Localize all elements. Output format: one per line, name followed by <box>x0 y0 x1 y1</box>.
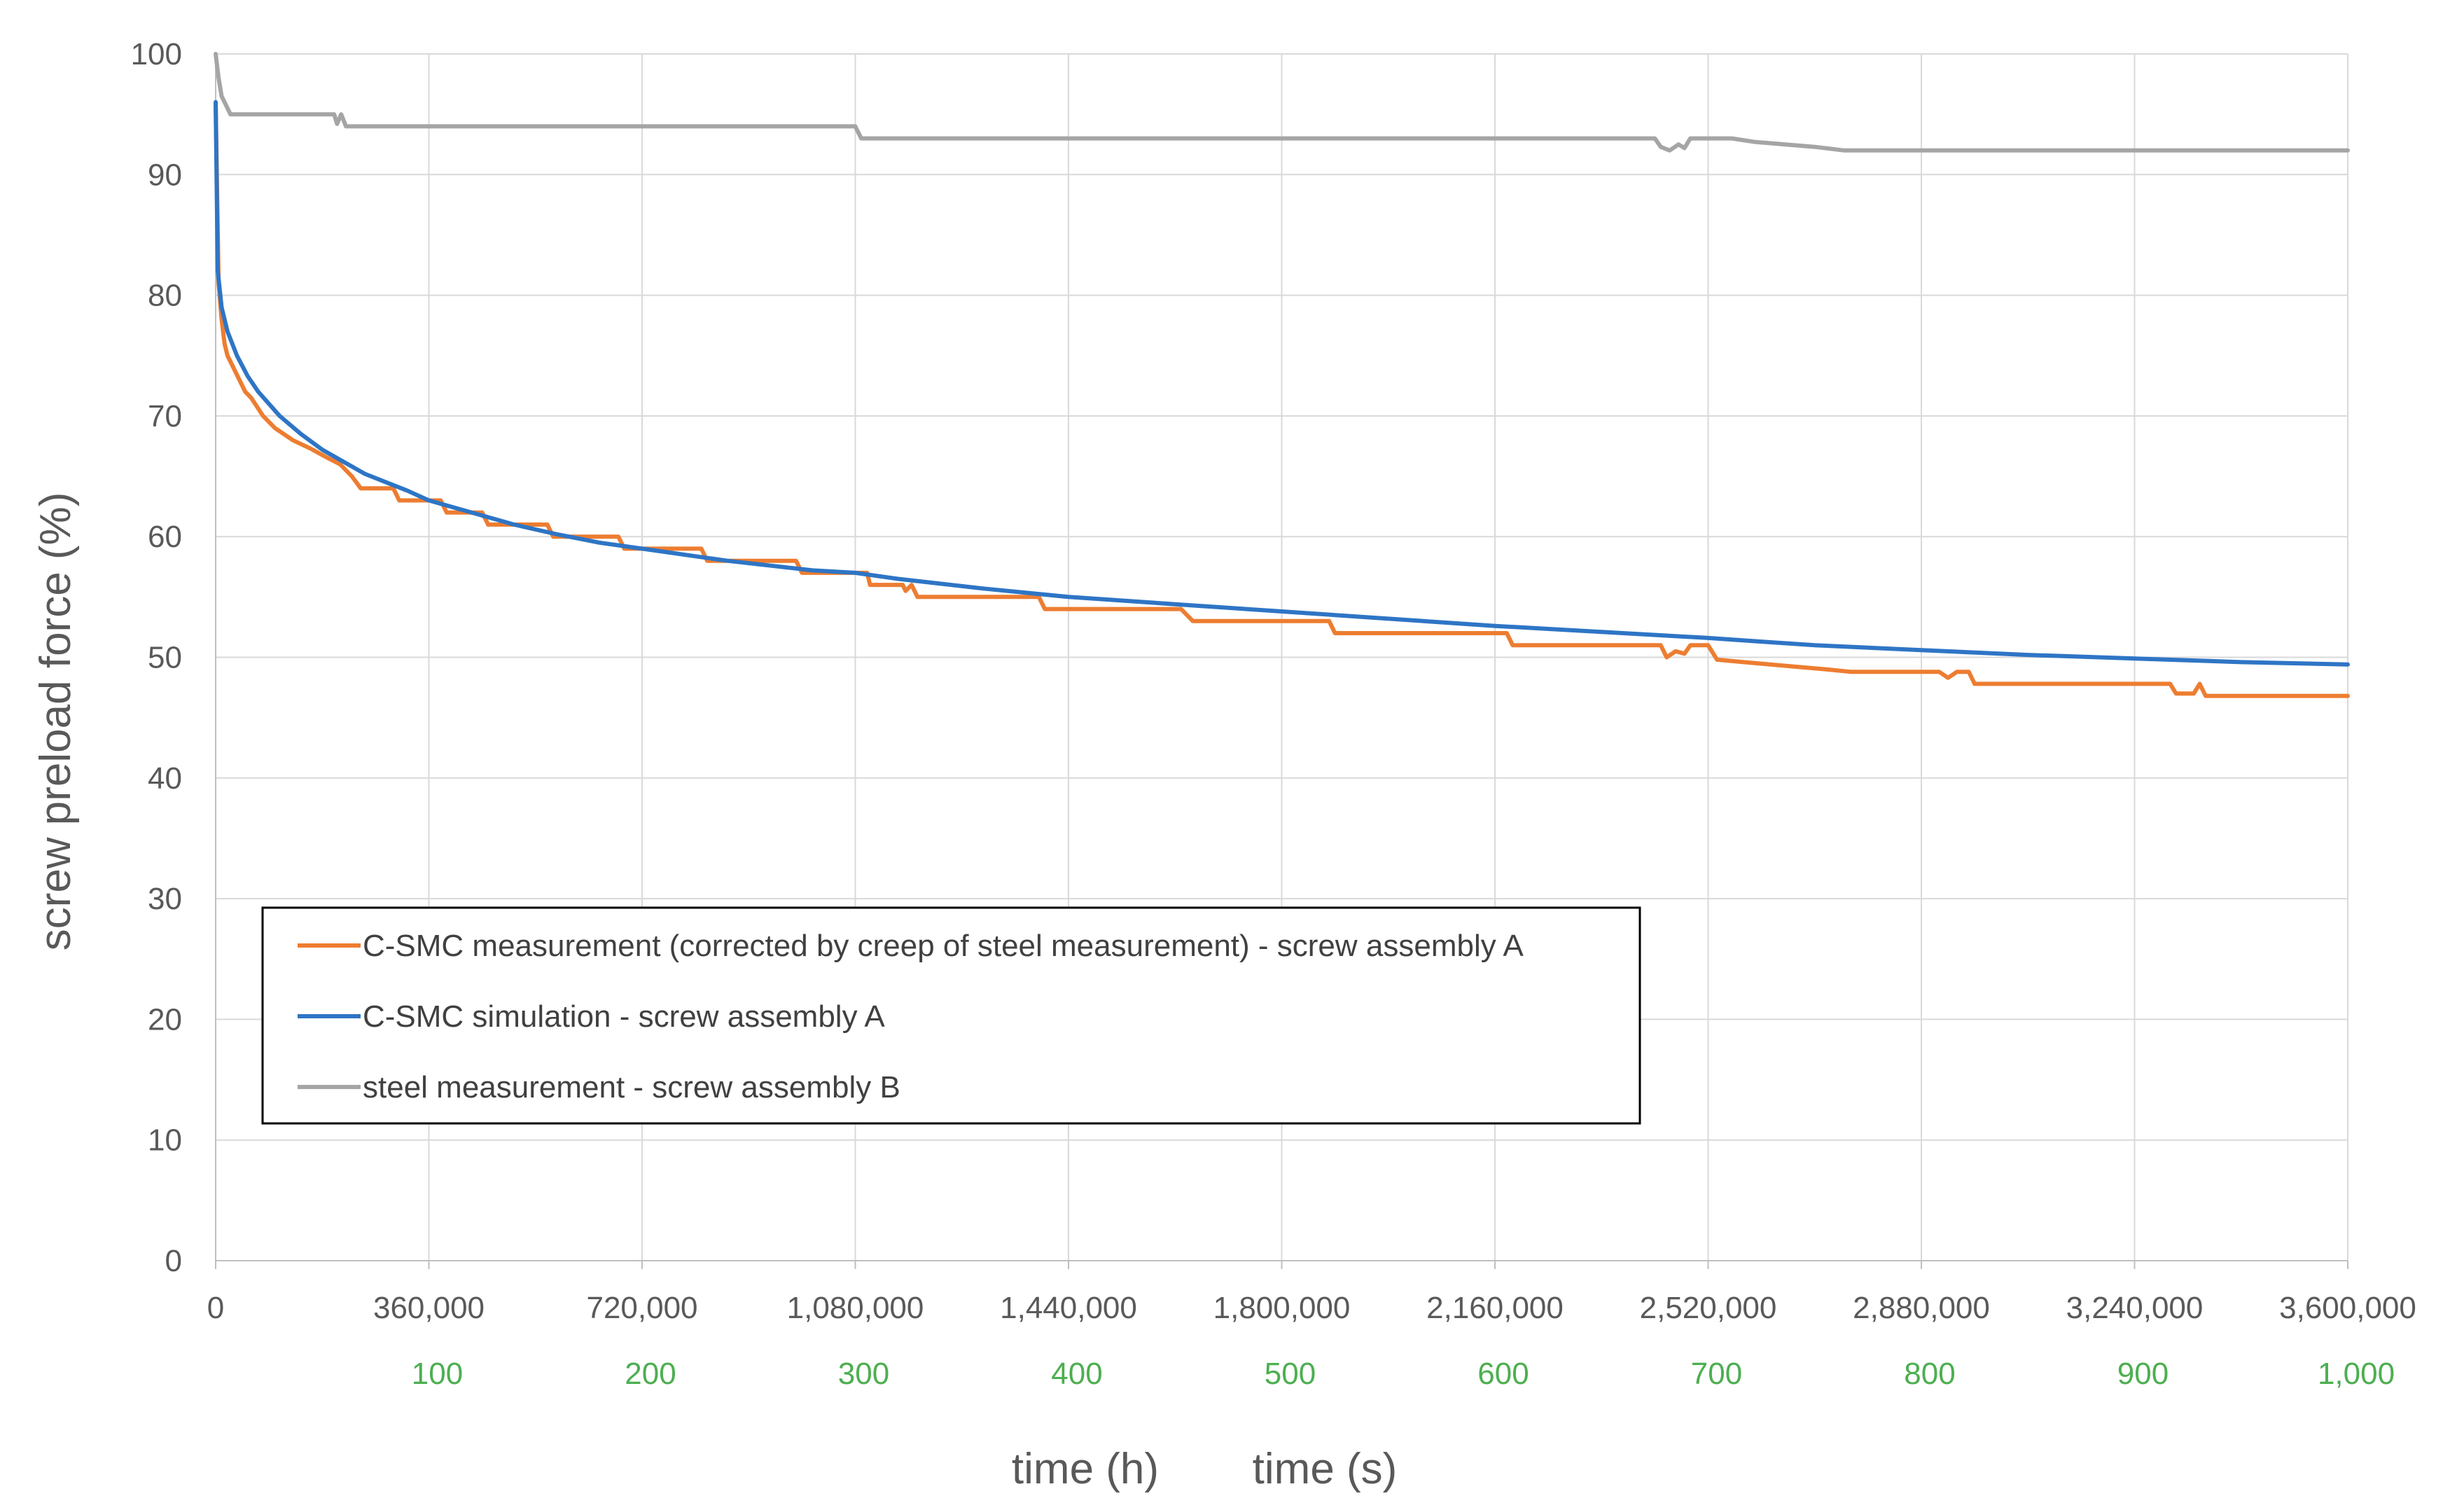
series-steel-measurement <box>214 52 2350 153</box>
x-tick-label-seconds: 2,160,000 <box>1426 1291 1564 1325</box>
y-tick-label: 0 <box>165 1244 182 1278</box>
y-tick-label: 90 <box>148 158 182 192</box>
x-tick-label-seconds: 3,600,000 <box>2279 1291 2416 1325</box>
y-tick-label: 30 <box>148 882 182 916</box>
y-tick-label: 20 <box>148 1002 182 1037</box>
y-tick-label: 50 <box>148 641 182 675</box>
x-tick-label-hours: 300 <box>838 1357 889 1391</box>
y-tick-label: 70 <box>148 399 182 434</box>
y-tick-label: 60 <box>148 520 182 554</box>
y-tick-label: 100 <box>131 37 182 71</box>
x-tick-label-seconds: 1,080,000 <box>787 1291 924 1325</box>
x-tick-label-seconds: 1,440,000 <box>1000 1291 1137 1325</box>
x-tick-label-hours: 900 <box>2117 1357 2169 1391</box>
x-tick-label-hours: 500 <box>1265 1357 1316 1391</box>
y-tick-label: 40 <box>148 761 182 796</box>
y-tick-label: 80 <box>148 279 182 313</box>
y-axis-title: screw preload force (%) <box>32 492 80 951</box>
y-tick-label: 10 <box>148 1123 182 1158</box>
series-csmc-simulation <box>214 99 2350 667</box>
legend: C-SMC measurement (corrected by creep of… <box>261 906 1641 1125</box>
x-tick-label-hours: 100 <box>412 1357 463 1391</box>
legend-label-steel-measurement: steel measurement - screw assembly B <box>363 1070 900 1104</box>
x-tick-label-hours: 400 <box>1051 1357 1102 1391</box>
x-tick-label-seconds: 1,800,000 <box>1213 1291 1351 1325</box>
x-axis-title-seconds: time (s) <box>1253 1445 1398 1493</box>
x-axis-title-hours: time (h) <box>1012 1445 1159 1493</box>
x-tick-label-seconds: 0 <box>207 1291 224 1325</box>
x-tick-label-seconds: 360,000 <box>373 1291 485 1325</box>
legend-box <box>261 906 1641 1125</box>
series-layer <box>214 52 2350 698</box>
tick-labels: 0 10 20 30 40 50 60 70 80 90 100 0 360,000 720,000 1,0… <box>131 37 2416 1391</box>
series-csmc-measurement <box>214 99 2350 698</box>
x-tick-label-hours: 700 <box>1691 1357 1742 1391</box>
x-tick-label-seconds: 2,520,000 <box>1640 1291 1777 1325</box>
legend-label-csmc-measurement: C-SMC measurement (corrected by creep of… <box>363 929 1524 963</box>
x-tick-label-seconds: 2,880,000 <box>1853 1291 1990 1325</box>
x-tick-label-seconds: 3,240,000 <box>2066 1291 2204 1325</box>
x-tick-label-seconds: 720,000 <box>586 1291 697 1325</box>
legend-label-csmc-simulation: C-SMC simulation - screw assembly A <box>363 999 885 1034</box>
x-tick-label-hours: 200 <box>625 1357 676 1391</box>
x-tick-label-hours: 600 <box>1477 1357 1529 1391</box>
x-tick-label-hours: 800 <box>1904 1357 1955 1391</box>
x-tick-label-hours: 1,000 <box>2318 1357 2395 1391</box>
